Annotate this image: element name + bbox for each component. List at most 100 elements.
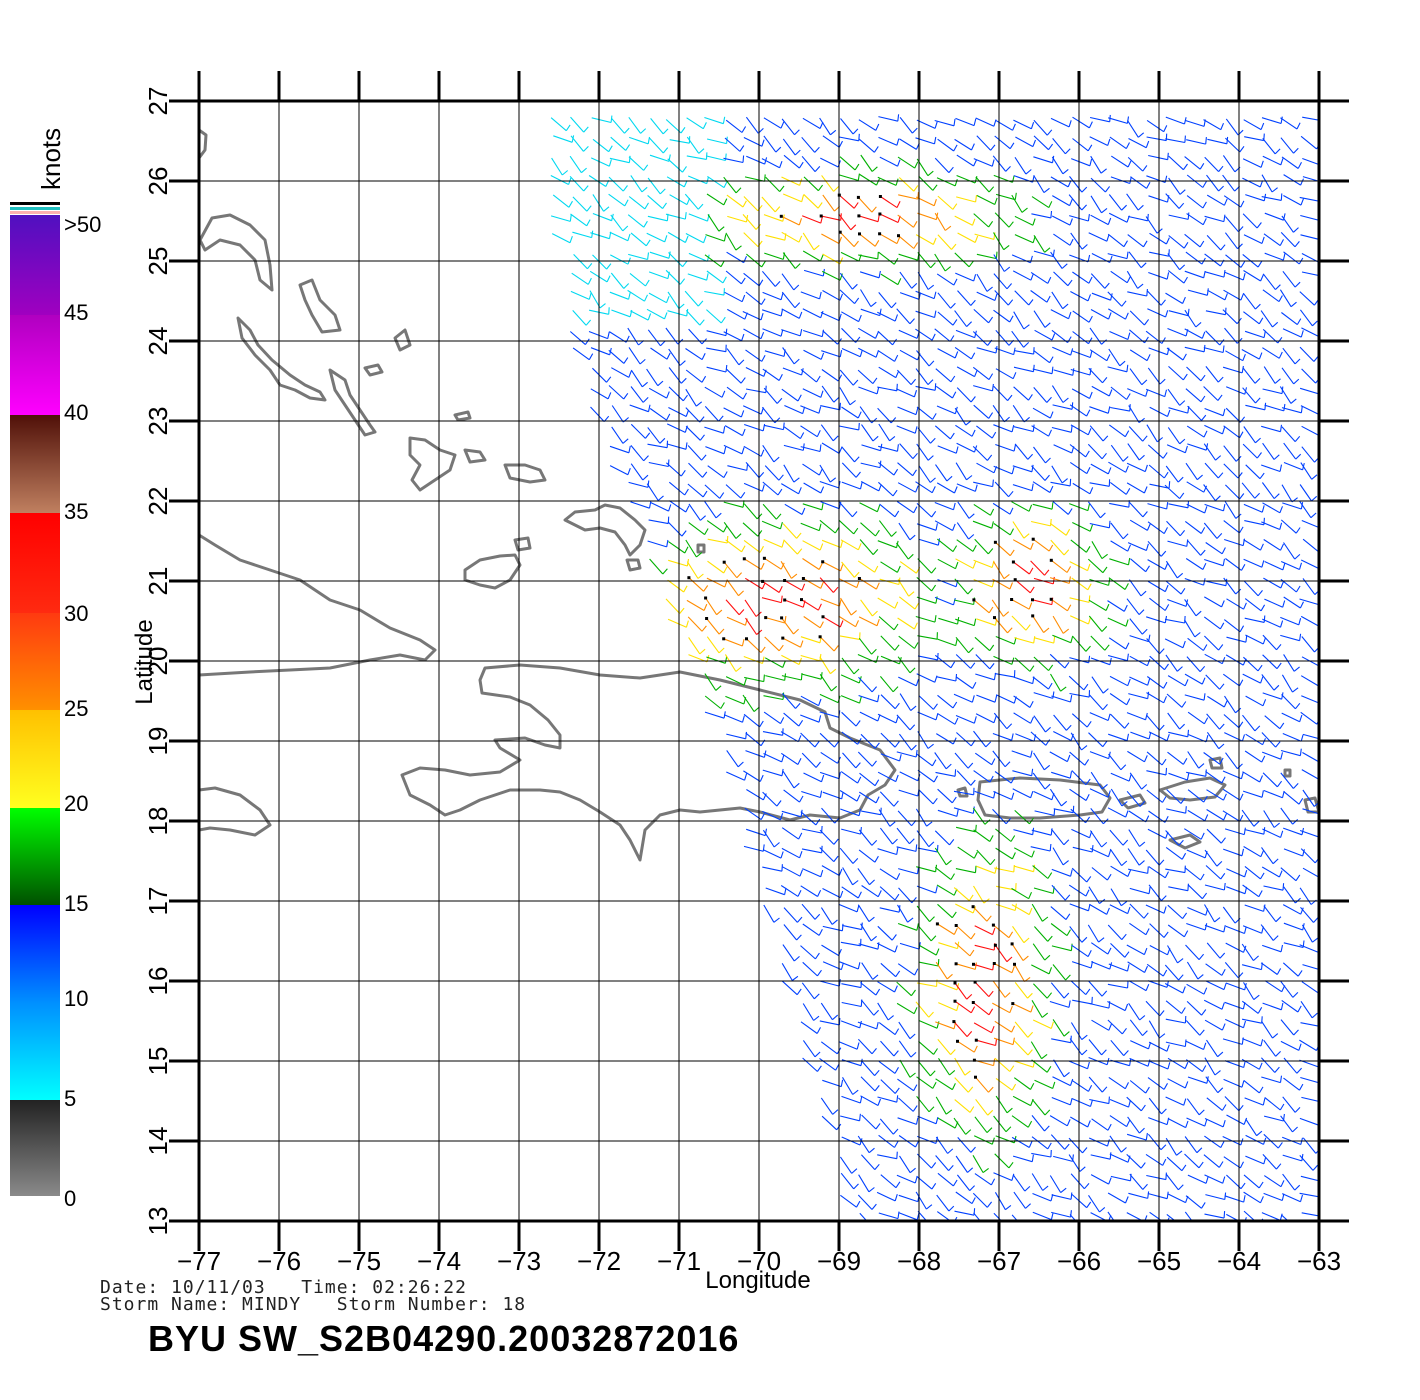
wind-vector <box>1011 254 1031 264</box>
wind-vector <box>1107 1192 1126 1204</box>
wind-vector <box>1281 674 1293 693</box>
wind-vector <box>1053 1059 1065 1078</box>
wind-vector <box>1031 1173 1044 1191</box>
wind-barb <box>1276 780 1283 788</box>
wind-barb <box>1085 988 1091 995</box>
rain-flag <box>897 234 900 238</box>
wind-vector <box>1147 503 1167 510</box>
wind-vector <box>780 752 799 765</box>
wind-vector <box>861 424 874 442</box>
wind-vector <box>1032 503 1053 510</box>
wind-vector <box>802 961 818 977</box>
wind-barb <box>781 540 785 548</box>
wind-vector <box>878 251 895 265</box>
wind-barb <box>1275 284 1281 290</box>
wind-vector <box>1262 692 1282 700</box>
wind-barb <box>1028 504 1033 512</box>
wind-barb <box>1086 467 1091 474</box>
wind-vector <box>934 520 953 531</box>
wind-barb <box>1009 507 1014 515</box>
wind-barb <box>991 159 995 167</box>
wind-barb <box>929 1070 936 1077</box>
wind-vector <box>1186 195 1204 209</box>
wind-vector <box>879 827 893 845</box>
wind-barb <box>774 417 781 424</box>
wind-barb <box>800 640 804 648</box>
wind-barb <box>1313 917 1319 923</box>
wind-barb <box>1089 1099 1094 1107</box>
wind-barb <box>858 314 862 322</box>
wind-barb <box>915 679 920 686</box>
wind-barb <box>796 532 802 539</box>
wind-vector <box>1129 1173 1144 1190</box>
wind-vector <box>1148 347 1168 356</box>
wind-vector <box>647 329 661 347</box>
wind-vector <box>917 1115 937 1125</box>
wind-barb <box>1023 937 1030 944</box>
wind-barb <box>970 299 976 306</box>
wind-barb <box>814 166 821 172</box>
wind-vector <box>628 481 649 488</box>
wind-barb <box>857 962 861 970</box>
wind-barb <box>1126 653 1129 661</box>
wind-vector <box>783 464 795 483</box>
wind-vector <box>1186 139 1206 145</box>
wind-vector <box>878 136 898 146</box>
wind-vector <box>1225 484 1240 500</box>
wind-vector <box>1145 1153 1164 1166</box>
coastlines <box>199 128 1319 862</box>
wind-vector <box>993 790 1012 801</box>
wind-vector <box>878 366 897 379</box>
wind-vector <box>1187 711 1205 725</box>
wind-barb <box>1088 276 1093 284</box>
wind-vector <box>610 136 627 151</box>
wind-barb <box>1221 600 1225 608</box>
wind-vector <box>1168 731 1188 738</box>
wind-barb <box>815 818 821 826</box>
wind-barb <box>910 1051 917 1058</box>
wind-vector <box>1032 865 1049 879</box>
wind-vector <box>1205 330 1221 346</box>
wind-vector <box>647 177 661 195</box>
wind-vector <box>936 1211 952 1221</box>
wind-barb <box>761 260 766 268</box>
wind-vector <box>1033 310 1046 328</box>
wind-barb <box>1166 409 1171 417</box>
wind-vector <box>1051 1211 1071 1218</box>
wind-vector <box>1148 866 1166 879</box>
wind-vector <box>706 656 726 664</box>
wind-vector <box>723 501 744 508</box>
wind-vector <box>1032 1019 1052 1029</box>
wind-barb <box>1180 587 1186 595</box>
wind-vector <box>1050 673 1062 692</box>
wind-vector <box>1299 309 1313 327</box>
wind-barb <box>927 379 934 385</box>
wind-vector <box>1070 808 1086 824</box>
wind-vector <box>1107 1001 1126 1012</box>
wind-barb <box>1162 969 1168 977</box>
wind-vector <box>1014 443 1029 460</box>
wind-barb <box>914 161 919 169</box>
wind-vector <box>857 197 873 213</box>
wind-vector <box>1087 924 1100 943</box>
wind-barb <box>838 979 841 987</box>
wind-barb <box>934 310 937 318</box>
wind-barb <box>968 894 974 902</box>
wind-vector <box>1031 425 1049 437</box>
wind-vector <box>953 887 970 902</box>
wind-vector <box>916 1095 930 1113</box>
wind-vector <box>1031 213 1052 219</box>
wind-barb <box>1003 611 1010 617</box>
wind-barb <box>1044 247 1051 253</box>
wind-vector <box>934 596 954 606</box>
wind-vector <box>1245 634 1264 645</box>
wind-vector <box>1051 695 1071 703</box>
wind-barb <box>1187 212 1190 220</box>
wind-barb <box>779 185 785 192</box>
wind-barb <box>1186 772 1190 781</box>
wind-vector <box>1165 1096 1184 1106</box>
wind-barb <box>1025 1225 1030 1230</box>
wind-vector <box>1186 983 1205 995</box>
wind-vector <box>1011 330 1025 348</box>
